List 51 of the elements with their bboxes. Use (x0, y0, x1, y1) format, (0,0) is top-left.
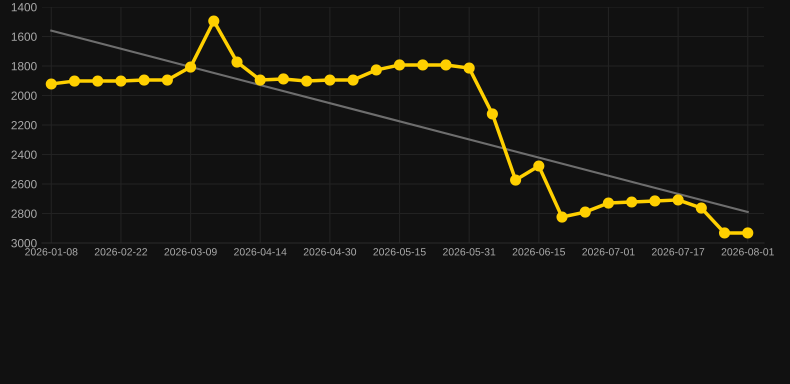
point (208, 15, 220, 27)
point (510, 174, 522, 186)
point (556, 211, 568, 223)
point (626, 196, 638, 208)
point (580, 206, 591, 218)
y-tick-label: 2800 (11, 210, 37, 218)
point (46, 78, 57, 90)
y-tick-label: 3000 (11, 239, 37, 248)
point (348, 74, 359, 86)
x-tick-label: 2026-08-01 (722, 248, 774, 256)
point (370, 64, 382, 76)
point (162, 74, 173, 86)
point (138, 74, 150, 86)
x-tick-label: 2026-07-17 (652, 248, 704, 256)
point (417, 59, 428, 71)
x-tick-label: 2026-02-22 (94, 248, 148, 256)
point (301, 75, 312, 87)
point (115, 75, 126, 87)
point (602, 197, 614, 209)
y-tick-label: 2200 (11, 121, 37, 130)
point (324, 74, 336, 86)
y-tick-label: 2400 (11, 150, 37, 159)
y-tick-label: 1400 (12, 3, 37, 12)
point (718, 227, 730, 239)
point (68, 75, 80, 87)
y-tick-label: 2600 (11, 180, 37, 188)
point (254, 74, 266, 86)
point (394, 59, 406, 71)
x-tick-label: 2026-03-09 (164, 248, 217, 256)
x-tick-label: 2026-05-31 (443, 248, 496, 256)
point (278, 73, 289, 85)
point (742, 227, 754, 239)
x-tick-label: 2026-06-15 (512, 248, 566, 256)
point (440, 59, 452, 71)
point (185, 61, 196, 73)
point (533, 160, 544, 172)
x-tick-label: 2026-05-15 (373, 248, 426, 256)
point (696, 202, 707, 214)
y-tick-label: 1800 (12, 62, 37, 70)
point (649, 195, 660, 207)
point (92, 75, 104, 87)
point (672, 194, 684, 206)
x-tick-label: 2026-01-08 (25, 248, 78, 256)
point (231, 56, 243, 68)
y-tick-label: 2000 (11, 92, 37, 100)
x-tick-label: 2026-07-01 (582, 248, 635, 256)
point (486, 108, 498, 120)
x-tick-label: 2026-04-30 (304, 248, 356, 256)
point (464, 62, 475, 74)
x-tick-label: 2026-04-14 (234, 248, 287, 256)
y-tick-label: 1600 (12, 32, 37, 41)
